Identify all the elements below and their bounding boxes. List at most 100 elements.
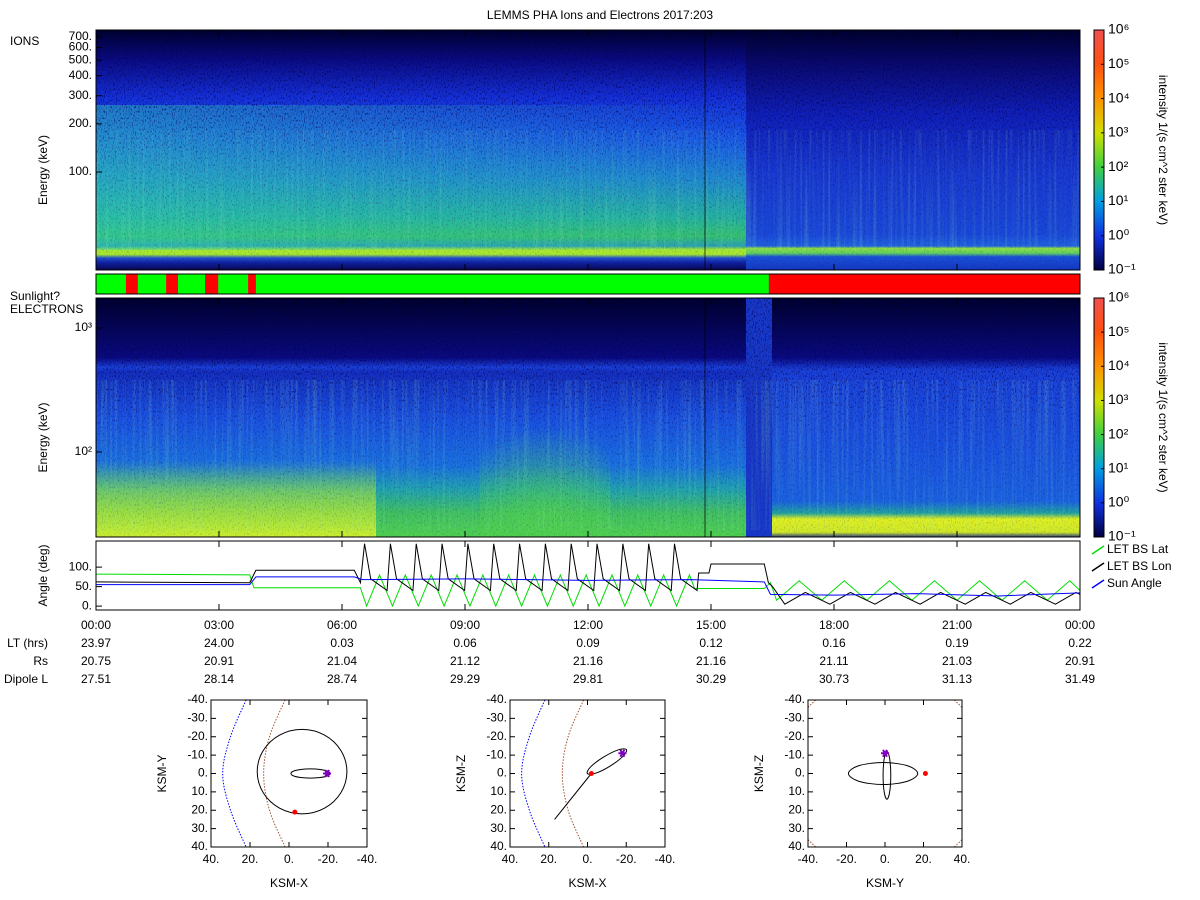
y-tick-label: 100. [69,559,92,573]
y-tick-label: -40. [486,692,507,706]
colorbar-tick-label: 10⁵ [1108,55,1129,71]
axis-label: KSM-X [270,876,308,890]
x-tick-label: 18:00 [819,618,849,632]
axis-label: Energy (keV) [36,135,50,205]
ephemeris-value: 21.12 [450,654,480,668]
x-tick-label: 00:00 [1065,618,1095,632]
orbit-trace [807,839,817,848]
panel-label: IONS [10,34,39,48]
x-tick-label: 09:00 [450,618,480,632]
axis-label: Energy (keV) [36,402,50,472]
y-tick-label: 700. [69,29,92,43]
panel-label: Sunlight? [10,289,60,303]
colorbar-tick-label: 10⁴ [1108,357,1130,373]
panel-frame [210,699,368,848]
x-tick-label: 0. [284,852,294,866]
series-line [95,573,1081,608]
ephemeris-value: 0.16 [822,636,846,650]
legend-label: LET BS Lat [1107,542,1169,556]
ephemeris-value: 0.09 [576,636,600,650]
x-tick-label: 00:00 [81,618,111,632]
ephemeris-value: 21.11 [819,654,848,668]
panel-frame [95,540,1081,611]
ephemeris-value: 30.73 [819,672,849,686]
ephemeris-value: 21.16 [573,654,603,668]
colorbar [1093,29,1105,271]
x-tick-label: 03:00 [204,618,234,632]
legend-swatch [1091,562,1105,572]
ephemeris-value: 21.03 [942,654,972,668]
ephemeris-label: Dipole L [4,672,48,686]
spectrogram-texture [96,30,1080,270]
y-tick-label: 400. [69,68,92,82]
x-tick-label: 06:00 [327,618,357,632]
y-tick-label: -10. [187,747,208,761]
y-tick-label: 40. [490,839,507,853]
y-tick-label: 0. [198,766,208,780]
x-tick-label: 21:00 [942,618,972,632]
ephemeris-value: 20.75 [81,654,111,668]
position-star [618,749,627,758]
y-tick-label: -20. [187,729,208,743]
y-tick-label: 20. [788,802,805,816]
series-line [96,576,1081,597]
x-tick-label: -40. [655,852,676,866]
colorbar-tick-label: 10⁴ [1108,89,1130,105]
ion-spectrogram [96,30,1080,270]
colorbar-tick-label: 10⁰ [1108,494,1130,510]
axis-label: KSM-Z [454,755,468,792]
ephemeris-value: 27.51 [81,672,111,686]
orbit-trace [222,699,247,848]
colorbar-tick-label: 10³ [1108,391,1129,407]
axis-label: Angle (deg) [36,544,50,606]
legend-label: Sun Angle [1107,576,1162,590]
ephemeris-value: 30.29 [696,672,726,686]
y-tick-label: 20. [191,802,208,816]
timeline-interval [125,274,138,294]
timeline-interval [205,274,219,294]
x-tick-label: 0. [582,852,592,866]
x-tick-label: -40. [798,852,819,866]
y-tick-label: 100. [69,164,92,178]
legend-swatch [1091,545,1105,555]
series-line [95,543,1081,605]
ephemeris-value: 28.74 [327,672,357,686]
axis-label: KSM-Y [866,876,904,890]
axis-label: KSM-X [568,876,606,890]
ephemeris-value: 21.16 [696,654,726,668]
ephemeris-value: 23.97 [81,636,111,650]
colorbar-tick-label: 10² [1108,425,1129,441]
colorbar-tick-label: 10⁶ [1108,21,1129,37]
x-tick-label: 20. [540,852,557,866]
x-tick-label: 15:00 [696,618,726,632]
x-tick-label: 20. [915,852,932,866]
y-tick-label: 300. [69,88,92,102]
electron-spectrogram [96,298,1080,537]
x-tick-label: 40. [502,852,519,866]
ephemeris-value: 31.49 [1065,672,1095,686]
axis-label: KSM-Y [155,754,169,792]
orbit-trace [256,728,348,815]
y-tick-label: 30. [788,821,805,835]
colorbar-tick-label: 10⁻¹ [1108,261,1136,277]
colorbar-tick-label: 10⁰ [1108,226,1130,242]
position-star [323,769,332,778]
orbit-trace [882,750,892,800]
ephemeris-value: 29.29 [450,672,480,686]
x-tick-label: -20. [836,852,857,866]
y-tick-label: -40. [187,692,208,706]
timeline-interval [768,274,1080,294]
y-tick-label: 30. [490,821,507,835]
ephemeris-value: 21.04 [327,654,357,668]
ephemeris-label: Rs [33,654,48,668]
ephemeris-value: 0.22 [1068,636,1092,650]
y-tick-label: 10³ [75,320,92,334]
y-tick-label: 10. [490,784,507,798]
panel-frame [807,699,963,848]
colorbar [1093,297,1105,538]
x-tick-label: -20. [616,852,637,866]
colorbar-tick-label: 10⁶ [1108,289,1129,305]
y-tick-label: 500. [69,52,92,66]
position-dot [922,771,928,776]
